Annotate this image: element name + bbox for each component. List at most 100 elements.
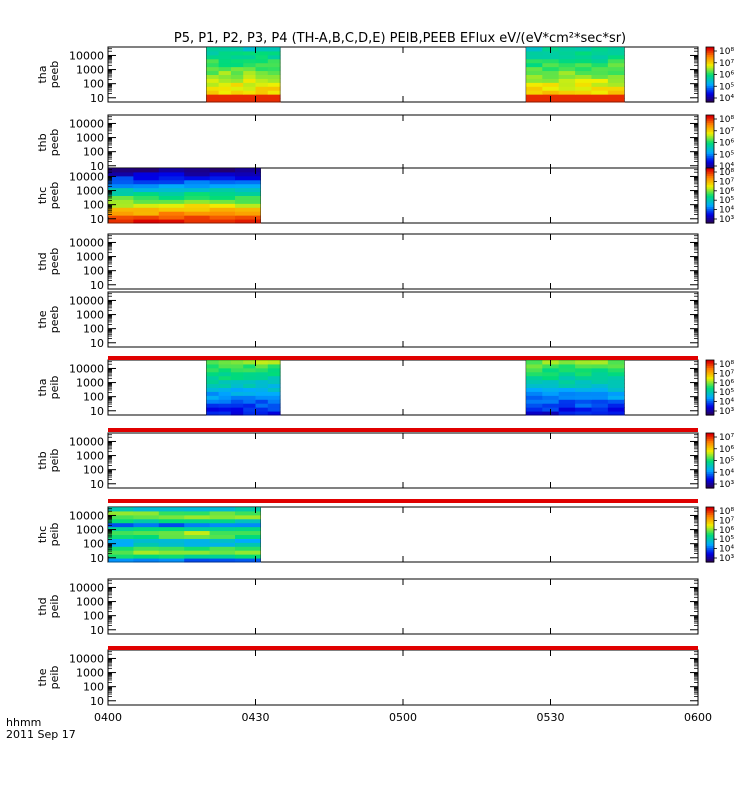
spectrogram-cell (542, 62, 560, 68)
spectrogram-cell (591, 411, 609, 416)
spectrogram-cell (230, 387, 244, 392)
spectrogram-cell (243, 383, 256, 388)
spectrogram-cell (230, 86, 244, 91)
colorbar-segment (706, 180, 714, 184)
spectrogram-cell (243, 62, 256, 68)
spectrogram-cell (243, 411, 256, 416)
spectrogram-cell (108, 183, 134, 189)
panel-label-product: peib (48, 666, 61, 690)
spectrogram-cell (255, 66, 269, 72)
spectrogram-cell (558, 395, 576, 400)
spectrogram-cell (575, 375, 592, 381)
x-axis-label: hhmm (6, 716, 41, 729)
y-tick-label: 1000 (76, 185, 104, 198)
y-tick-label: 1000 (76, 596, 104, 609)
colorbar-segment (706, 210, 714, 213)
colorbar-segment (706, 376, 714, 379)
colorbar-segment (706, 133, 714, 136)
colorbar-segment (706, 523, 714, 526)
spectrogram-cell (243, 94, 256, 99)
spectrogram-cell (158, 530, 185, 535)
spectrogram-cell (184, 179, 211, 185)
spectrogram-cell (184, 554, 211, 559)
colorbar-segment (706, 164, 714, 167)
colorbar-segment (706, 530, 714, 534)
spectrogram-cell (575, 363, 592, 369)
spectrogram-cell (558, 371, 576, 377)
spectrogram-cell (158, 175, 185, 181)
spectrogram-cell (218, 82, 232, 87)
colorbar-segment (706, 80, 714, 83)
spectrogram-cell (206, 98, 220, 103)
spectrogram-cell (525, 62, 543, 68)
spectrogram-cell (575, 50, 592, 56)
spectrogram-cell (558, 403, 576, 408)
spectrogram-cell (230, 47, 244, 52)
colorbar-segment (706, 159, 714, 162)
spectrogram-cell (108, 510, 134, 516)
spectrogram-cell (267, 70, 281, 75)
colorbar-segment (706, 536, 714, 539)
spectrogram-cell (255, 383, 269, 388)
spectrogram-cell (558, 70, 576, 75)
spectrogram-cell (525, 387, 543, 392)
spectrogram-cell (218, 94, 232, 99)
spectrogram-cell (607, 371, 625, 377)
spectrogram-cell (525, 371, 543, 377)
spectrogram-cell (607, 360, 625, 365)
spectrogram-cell (591, 371, 609, 377)
spectrogram-cell (184, 526, 211, 532)
colorbar-frame (705, 359, 715, 416)
y-tick-label: 10 (90, 478, 104, 491)
panel-label-probe: thb (36, 133, 49, 151)
spectrogram-cell (158, 187, 185, 193)
y-tick-label: 10 (90, 337, 104, 350)
colorbar-segment (706, 78, 714, 81)
spectrogram-cell (206, 367, 220, 373)
colorbar-segment (706, 52, 714, 55)
colorbar-segment (706, 383, 714, 387)
y-tick-label: 1000 (76, 667, 104, 680)
spectrogram-cell (607, 90, 625, 95)
colorbar-segment (706, 407, 714, 411)
spectrogram-cell (230, 360, 244, 365)
spectrogram-cell (158, 510, 185, 516)
y-tick-label: 10 (90, 213, 104, 226)
spectrogram-cell (133, 179, 160, 185)
spectrogram-cell (575, 82, 592, 87)
spectrogram-cell (558, 399, 576, 404)
spectrogram-cell (235, 183, 261, 189)
spectrogram-cell (243, 395, 256, 400)
spectrogram-cell (575, 90, 592, 95)
colorbar-segment (706, 182, 714, 186)
spectrogram-cell (575, 74, 592, 79)
spectrogram-cell (184, 215, 211, 220)
spectrogram-cell (209, 522, 236, 528)
spectrogram-cell (267, 74, 281, 79)
spectrogram-cell (558, 379, 576, 385)
spectrogram-cell (243, 387, 256, 392)
colorbar-segment (706, 138, 714, 142)
panel-label-probe: thd (36, 597, 49, 615)
spectrogram-cell (235, 191, 261, 196)
y-tick-label: 10 (90, 624, 104, 637)
colorbar-segment (706, 389, 714, 392)
colorbar-segment (706, 444, 714, 447)
colorbar-segment (706, 186, 714, 189)
colorbar-segment (706, 188, 714, 191)
spectrogram-cell (255, 82, 269, 87)
colorbar-segment (706, 144, 714, 147)
spectrogram-cell (230, 70, 244, 75)
spectrogram-cell (267, 360, 281, 365)
spectrogram-cell (158, 518, 185, 524)
spectrogram-cell (591, 78, 609, 83)
colorbar-segment (706, 50, 714, 54)
spectrogram-cell (575, 47, 592, 52)
spectrogram-cell (158, 546, 185, 551)
colorbar-segment (706, 402, 714, 405)
y-tick-label: 10000 (69, 362, 104, 375)
colorbar-segment (706, 507, 714, 510)
spectrogram-cell (133, 195, 160, 200)
